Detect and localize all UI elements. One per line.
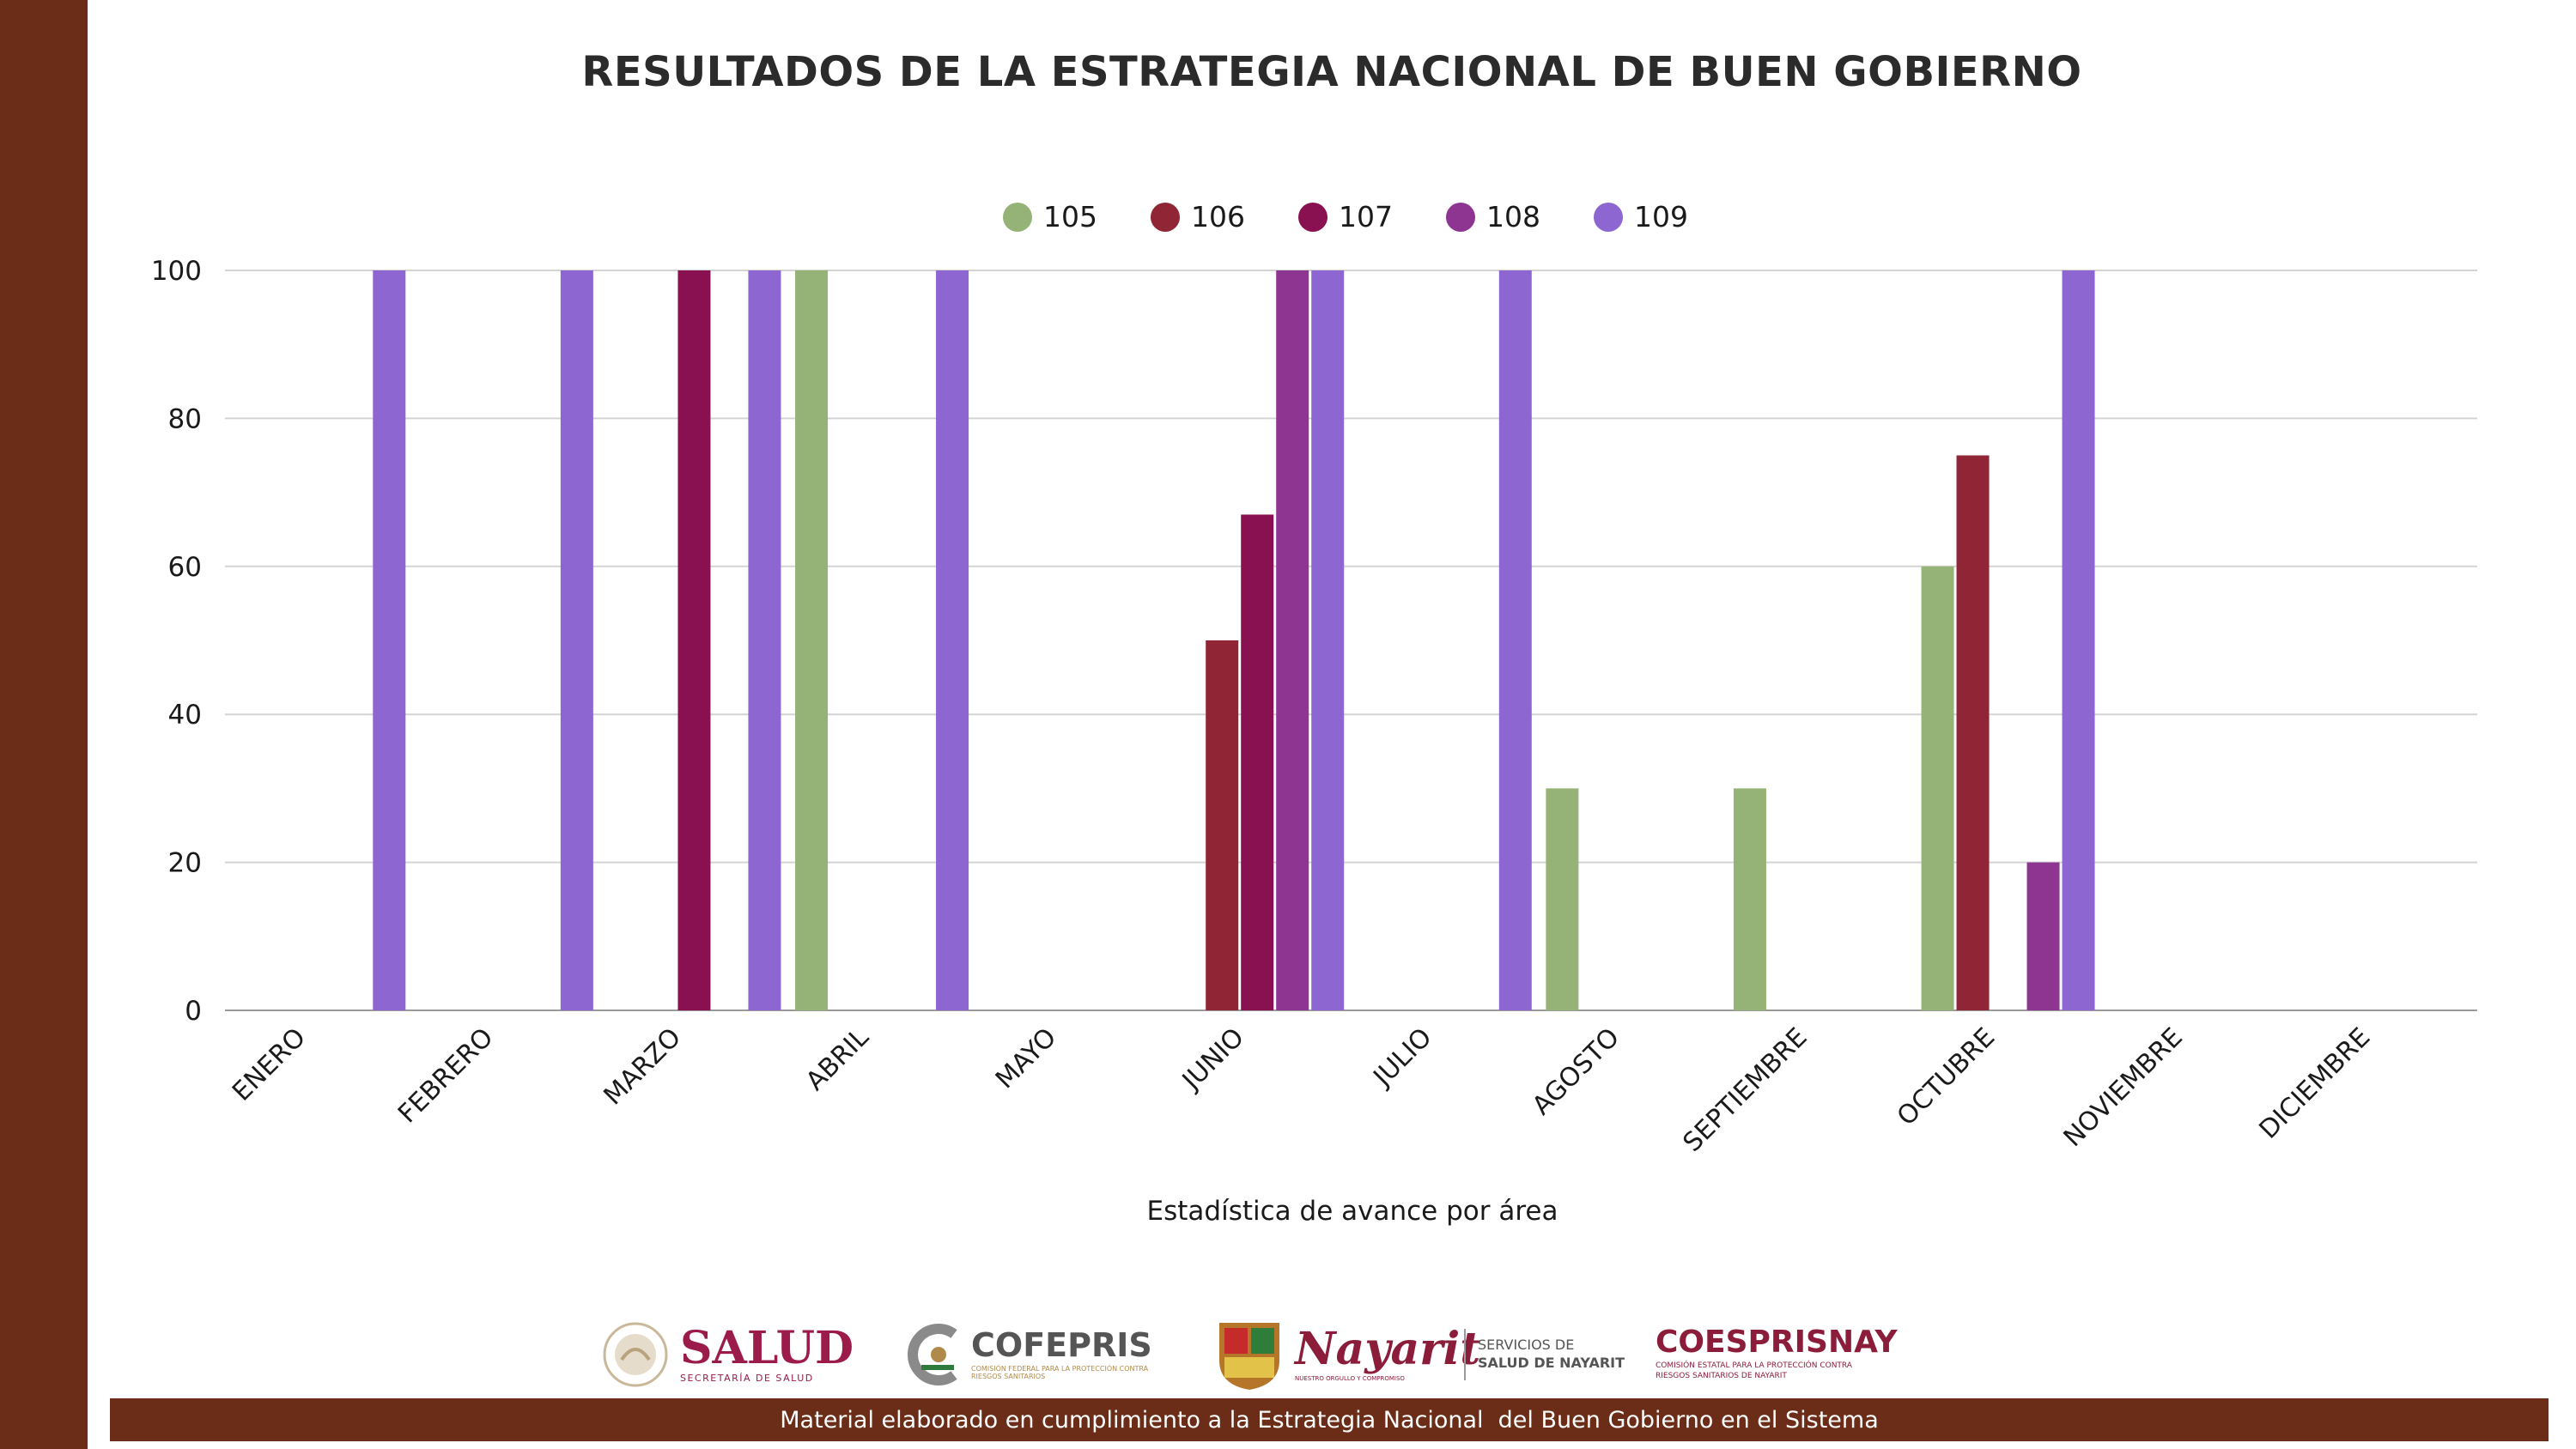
x-axis-label: Estadística de avance por área	[1147, 1196, 1558, 1227]
y-tick-label: 60	[168, 552, 202, 583]
cofepris-name: COFEPRIS	[971, 1326, 1152, 1364]
x-tick-label: OCTUBRE	[1892, 1022, 2001, 1131]
servicios-salud-logo: SERVICIOS DE SALUD DE NAYARIT	[1464, 1312, 1625, 1397]
salud-name: SALUD	[680, 1321, 854, 1374]
cofepris-subtitle: COMISIÓN FEDERAL PARA LA PROTECCIÓN CONT…	[971, 1365, 1149, 1380]
legend-marker-109	[1594, 203, 1623, 232]
legend-label-109: 109	[1634, 200, 1688, 233]
bar-105-octubre	[1921, 566, 1954, 1010]
bar-109-julio	[1498, 270, 1532, 1010]
legend-marker-108	[1446, 203, 1475, 232]
legend-label-107: 107	[1339, 200, 1393, 233]
servicios-line1: SERVICIOS DE	[1478, 1337, 1575, 1354]
left-frame-bar	[0, 0, 88, 1449]
y-tick-label: 20	[168, 848, 202, 879]
bar-109-enero	[373, 270, 406, 1010]
legend-label-105: 105	[1043, 200, 1097, 233]
x-tick-label: AGOSTO	[1527, 1022, 1625, 1121]
footer-bar: Material elaborado en cumplimiento a la …	[110, 1398, 2549, 1441]
mexico-seal-icon	[603, 1322, 668, 1387]
bar-107-junio	[1241, 514, 1274, 1010]
y-tick-label: 100	[151, 256, 202, 287]
x-tick-label: FEBRERO	[392, 1022, 499, 1129]
x-tick-label: NOVIEMBRE	[2058, 1022, 2189, 1153]
x-tick-label: ABRIL	[800, 1022, 875, 1097]
logo-divider	[1464, 1329, 1466, 1380]
nayarit-logo: Nayarit NUESTRO ORGULLO Y COMPROMISO	[1212, 1312, 1480, 1397]
grid-lines	[225, 270, 2477, 1011]
bar-chart: 0 20 40 60 80 100 ENERO FEBRERO MARZO ABRIL MAYO J…	[151, 200, 2477, 1227]
bar-105-agosto	[1546, 788, 1579, 1010]
coesprisnay-subtitle: COMISIÓN ESTATAL PARA LA PROTECCIÓN CONT…	[1656, 1361, 1852, 1380]
bar-105-septiembre	[1733, 788, 1766, 1010]
cofepris-logo: COFEPRIS COMISIÓN FEDERAL PARA LA PROTEC…	[906, 1312, 1177, 1397]
bar-106-octubre	[1956, 455, 1990, 1010]
y-tick-label: 0	[185, 996, 202, 1027]
legend-marker-105	[1003, 203, 1032, 232]
x-tick-label: DICIEMBRE	[2254, 1022, 2377, 1145]
bar-109-marzo	[748, 270, 781, 1010]
institution-logos: SALUD SECRETARÍA DE SALUD COFEPRIS COMIS…	[601, 1312, 1898, 1397]
bars	[373, 270, 2095, 1010]
y-tick-labels: 0 20 40 60 80 100	[151, 256, 202, 1027]
y-tick-label: 40	[168, 700, 202, 731]
legend: 105 106 107 108 109	[1003, 200, 1688, 233]
x-tick-labels: ENERO FEBRERO MARZO ABRIL MAYO JUNIO JULIO AGOS…	[227, 1022, 2376, 1158]
nayarit-shield-icon	[1219, 1323, 1279, 1390]
chart-title: RESULTADOS DE LA ESTRATEGIA NACIONAL DE …	[581, 48, 2082, 96]
legend-label-108: 108	[1486, 200, 1540, 233]
x-tick-label: SEPTIEMBRE	[1678, 1022, 1814, 1158]
bar-106-junio	[1206, 640, 1239, 1010]
bar-107-marzo	[677, 270, 711, 1010]
x-tick-label: MAYO	[990, 1022, 1062, 1094]
legend-marker-107	[1298, 203, 1327, 232]
salud-subtitle: SECRETARÍA DE SALUD	[680, 1372, 814, 1384]
cofepris-c-icon	[908, 1324, 957, 1385]
footer-text: Material elaborado en cumplimiento a la …	[780, 1406, 1879, 1434]
x-tick-label: ENERO	[227, 1022, 312, 1107]
bar-109-octubre	[2062, 270, 2095, 1010]
coesprisnay-logo: COESPRISNAY COMISIÓN ESTATAL PARA LA PRO…	[1656, 1312, 1898, 1397]
bar-109-febrero	[560, 270, 593, 1010]
nayarit-name: Nayarit	[1295, 1323, 1481, 1375]
salud-logo: SALUD SECRETARÍA DE SALUD	[601, 1312, 854, 1397]
bar-109-abril	[936, 270, 969, 1010]
x-tick-label: JUNIO	[1176, 1022, 1250, 1097]
coesprisnay-name: COESPRISNAY	[1656, 1325, 1898, 1361]
y-tick-label: 80	[168, 403, 202, 434]
legend-marker-106	[1151, 203, 1180, 232]
bar-108-junio	[1276, 270, 1309, 1010]
x-tick-label: MARZO	[598, 1022, 688, 1112]
bar-108-octubre	[2026, 862, 2060, 1010]
legend-label-106: 106	[1191, 200, 1245, 233]
bar-105-abril	[795, 270, 829, 1010]
nayarit-subtitle: NUESTRO ORGULLO Y COMPROMISO	[1295, 1375, 1405, 1382]
servicios-line2: SALUD DE NAYARIT	[1478, 1355, 1625, 1371]
bar-109-junio	[1311, 270, 1345, 1010]
x-tick-label: JULIO	[1367, 1022, 1438, 1094]
